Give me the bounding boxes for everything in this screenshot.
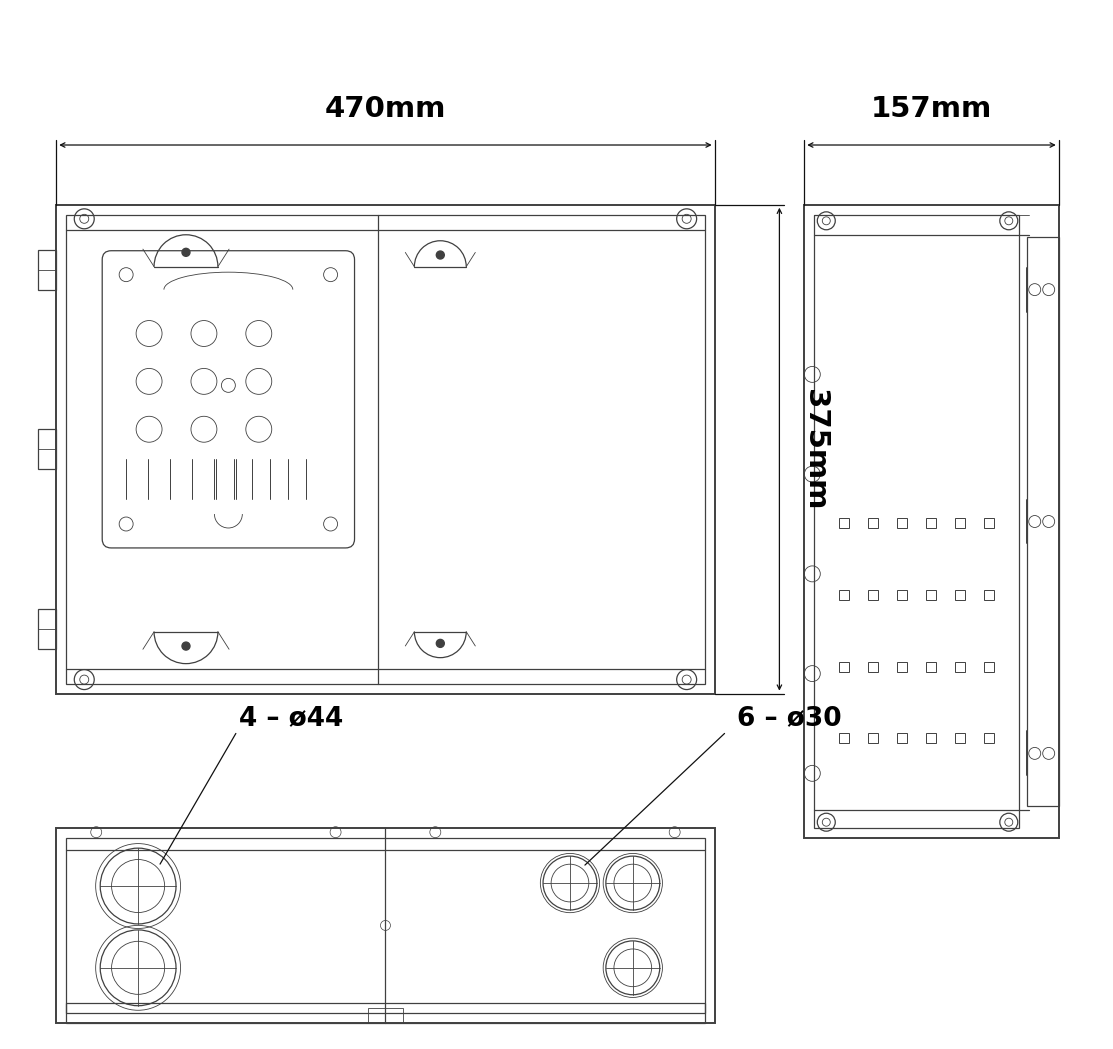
Bar	[926, 590, 936, 600]
Bar	[868, 518, 878, 528]
Bar	[926, 518, 936, 528]
Bar	[868, 733, 878, 744]
Bar	[984, 662, 994, 671]
Bar	[984, 518, 994, 528]
Text: 6 – ø30: 6 – ø30	[737, 706, 841, 731]
Text: 470mm: 470mm	[325, 95, 446, 123]
Bar	[897, 662, 907, 671]
Bar	[955, 518, 965, 528]
Bar	[897, 518, 907, 528]
Bar	[839, 733, 849, 744]
Bar	[984, 733, 994, 744]
Bar	[868, 662, 878, 671]
Bar	[984, 590, 994, 600]
Bar	[839, 590, 849, 600]
Circle shape	[436, 640, 444, 647]
Text: 375mm: 375mm	[801, 388, 829, 510]
Bar	[897, 733, 907, 744]
Bar	[839, 518, 849, 528]
Bar	[839, 662, 849, 671]
Circle shape	[436, 251, 444, 259]
Bar	[955, 662, 965, 671]
Bar	[897, 590, 907, 600]
Circle shape	[183, 642, 190, 650]
Text: 4 – ø44: 4 – ø44	[238, 706, 343, 731]
Bar	[926, 733, 936, 744]
Text: 157mm: 157mm	[870, 95, 992, 123]
Bar	[926, 662, 936, 671]
Circle shape	[183, 249, 190, 256]
Bar	[868, 590, 878, 600]
Bar	[955, 590, 965, 600]
Bar	[955, 733, 965, 744]
